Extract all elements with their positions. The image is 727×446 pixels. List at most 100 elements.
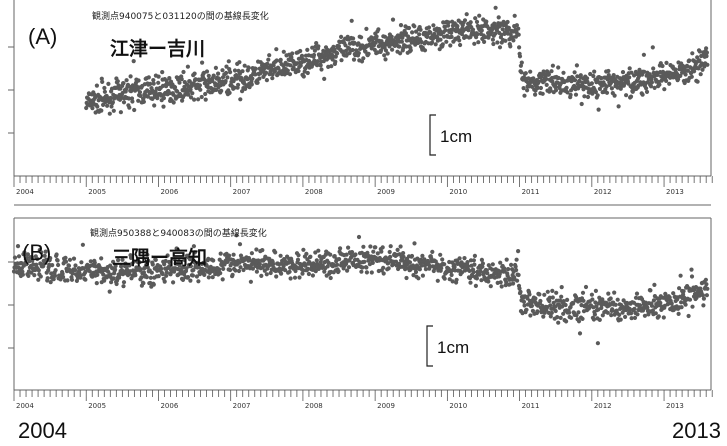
data-point	[366, 51, 371, 56]
data-point	[80, 242, 85, 247]
data-point	[179, 77, 184, 82]
data-point	[136, 78, 141, 83]
data-point	[648, 288, 653, 293]
data-point	[640, 92, 645, 97]
data-point	[185, 64, 190, 69]
data-point	[16, 254, 22, 259]
data-point	[642, 313, 648, 318]
data-point	[692, 69, 697, 74]
data-point	[521, 299, 527, 304]
data-point	[528, 69, 533, 74]
data-point	[55, 258, 60, 263]
data-point	[184, 266, 189, 271]
data-point	[345, 268, 350, 273]
x-tick-label: 2006	[160, 402, 178, 410]
data-point	[124, 78, 129, 83]
data-point	[571, 301, 576, 306]
data-point	[109, 280, 114, 285]
data-point	[299, 53, 305, 58]
data-point	[107, 289, 112, 294]
data-point	[439, 266, 444, 271]
data-point	[223, 79, 228, 84]
data-point	[361, 56, 366, 61]
data-point	[152, 103, 157, 108]
data-point	[473, 16, 478, 21]
data-point	[428, 30, 433, 35]
data-point	[172, 85, 178, 90]
data-point	[417, 267, 422, 272]
data-point	[352, 40, 357, 45]
data-point	[63, 255, 68, 260]
data-point	[338, 246, 343, 251]
data-point	[503, 283, 508, 288]
data-point	[652, 282, 657, 287]
data-point	[151, 282, 156, 287]
data-point	[502, 266, 507, 271]
data-point	[141, 281, 146, 286]
data-point	[36, 277, 41, 282]
data-point	[685, 68, 691, 73]
data-point	[599, 76, 604, 81]
data-point	[48, 256, 53, 261]
data-point	[199, 94, 204, 100]
data-point	[326, 260, 331, 265]
data-point	[108, 272, 113, 277]
data-point	[296, 253, 301, 258]
panel-b-data-points	[11, 233, 710, 346]
data-point	[177, 80, 182, 85]
data-point	[585, 76, 590, 81]
data-point	[236, 82, 241, 87]
data-point	[188, 95, 194, 100]
data-point	[606, 68, 611, 74]
data-point	[644, 89, 650, 94]
data-point	[406, 34, 411, 39]
data-point	[641, 52, 647, 57]
data-point	[676, 311, 681, 316]
data-point	[305, 47, 310, 53]
data-point	[61, 274, 66, 280]
data-point	[533, 92, 538, 97]
data-point	[148, 81, 153, 86]
data-point	[102, 278, 107, 283]
data-point	[561, 311, 566, 316]
data-point	[430, 249, 435, 254]
data-point	[457, 38, 462, 43]
data-point	[360, 265, 365, 270]
data-point	[509, 262, 514, 267]
data-point	[369, 270, 374, 275]
data-point	[216, 71, 221, 76]
data-point	[43, 261, 48, 266]
data-point	[623, 314, 628, 319]
data-point	[485, 271, 490, 276]
data-point	[629, 311, 634, 316]
data-point	[690, 304, 695, 309]
data-point	[156, 74, 161, 79]
data-point	[298, 48, 303, 54]
data-point	[471, 270, 476, 275]
data-point	[683, 72, 688, 77]
data-point	[305, 266, 310, 271]
data-point	[254, 247, 259, 252]
data-point	[649, 303, 655, 308]
data-point	[550, 63, 556, 68]
data-point	[687, 297, 693, 302]
data-point	[550, 295, 555, 300]
data-point	[232, 85, 237, 90]
data-point	[430, 40, 435, 45]
data-point	[164, 273, 169, 278]
data-point	[66, 263, 72, 268]
data-point	[321, 59, 326, 64]
x-tick-label: 2011	[522, 188, 540, 196]
data-point	[645, 305, 650, 310]
data-point	[689, 274, 695, 279]
data-point	[312, 48, 317, 53]
data-point	[228, 70, 233, 75]
data-point	[116, 258, 121, 263]
data-point	[249, 82, 254, 87]
data-point	[198, 87, 203, 92]
data-point	[465, 260, 470, 265]
data-point	[412, 24, 417, 29]
panel-a-frame	[8, 0, 712, 206]
data-point	[200, 60, 205, 65]
